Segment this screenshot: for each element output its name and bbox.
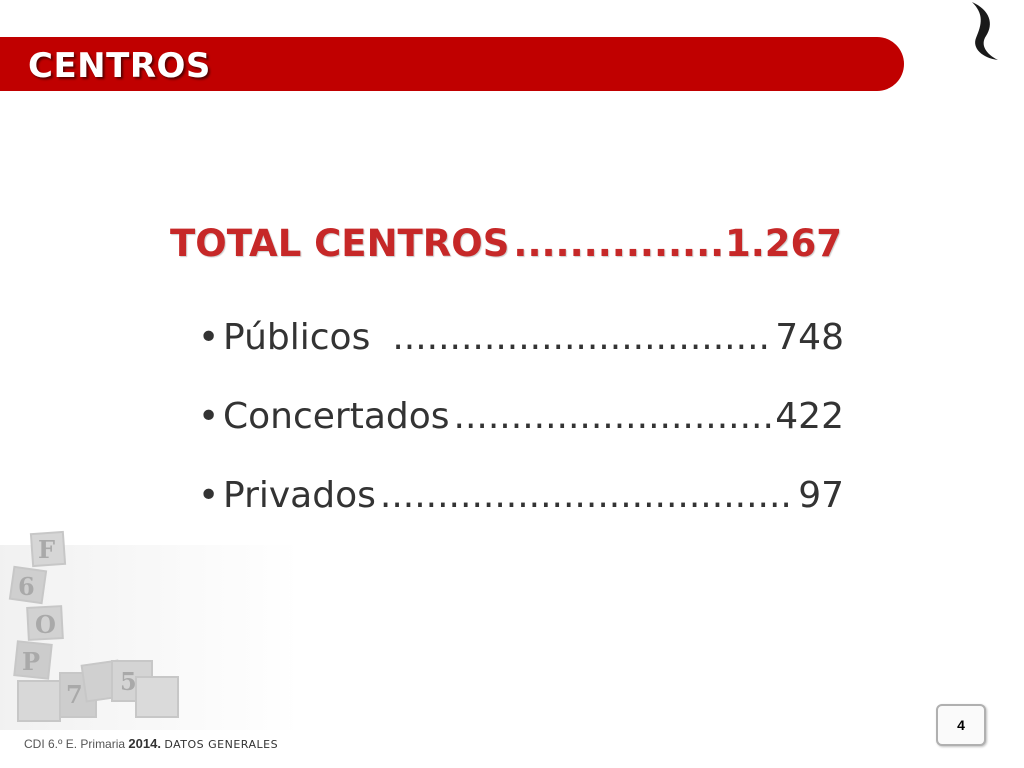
svg-text:P: P [22, 647, 40, 676]
brand-swirl-icon [972, 2, 998, 60]
bullet-icon: • [198, 396, 220, 437]
leader-dots [513, 222, 721, 265]
alphabet-blocks-illustration: F 6 O P 7 5 [0, 530, 300, 730]
item-label: Concertados [223, 396, 450, 437]
leader-dots [454, 396, 772, 437]
footer-year: 2014. [128, 736, 161, 751]
svg-text:O: O [35, 610, 56, 639]
svg-text:5: 5 [120, 667, 137, 696]
item-label: Privados [223, 475, 376, 516]
footer-caption: CDI 6.º E. Primaria 2014. DATOS GENERALE… [24, 736, 278, 751]
footer-section: DATOS GENERALES [164, 738, 279, 751]
total-centros-row: TOTAL CENTROS 1.267 [170, 222, 842, 265]
svg-text:6: 6 [18, 572, 35, 601]
svg-text:7: 7 [66, 680, 83, 709]
leader-dots [380, 475, 794, 516]
footer-prefix: CDI 6.º E. Primaria [24, 737, 126, 751]
bullet-icon: • [198, 317, 220, 358]
title-banner [0, 37, 904, 91]
bullet-icon: • [198, 475, 220, 516]
leader-dots [392, 317, 771, 358]
total-label: TOTAL CENTROS [170, 222, 510, 265]
list-item-publicos: • Públicos 748 [198, 317, 844, 358]
item-label: Públicos [223, 317, 371, 358]
list-item-privados: • Privados 97 [198, 475, 844, 516]
page-title: CENTROS [28, 46, 211, 86]
total-value: 1.267 [724, 222, 842, 265]
svg-text:F: F [38, 535, 55, 564]
list-item-concertados: • Concertados 422 [198, 396, 844, 437]
item-value: 748 [775, 317, 844, 358]
item-value: 97 [798, 475, 844, 516]
page-number: 4 [936, 704, 986, 746]
item-value: 422 [775, 396, 844, 437]
